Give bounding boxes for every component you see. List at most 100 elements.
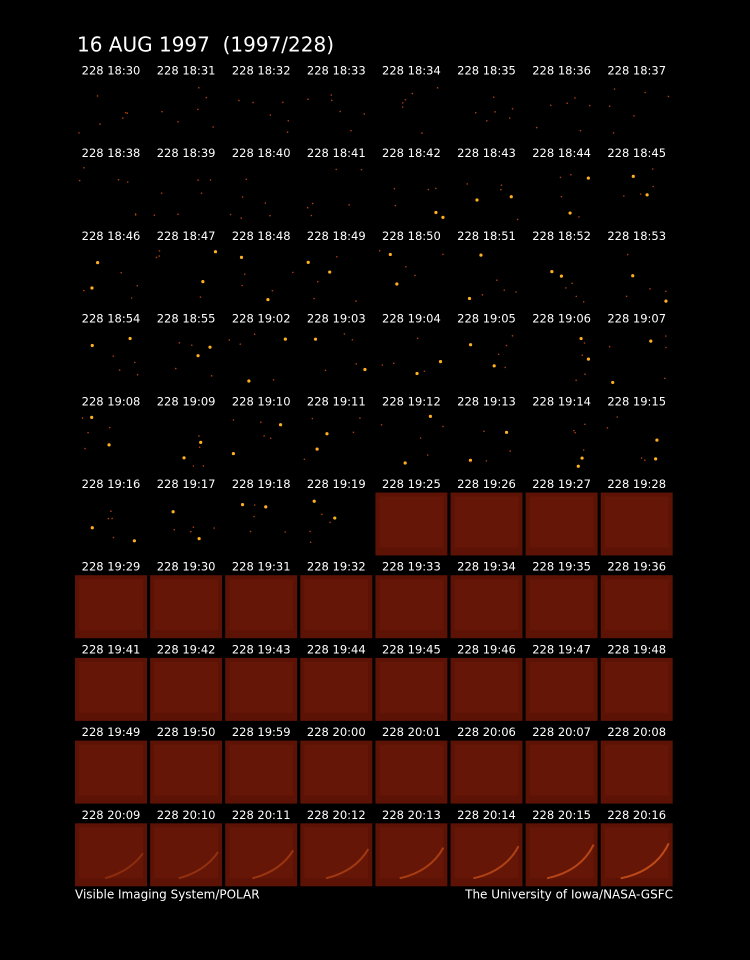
star <box>608 105 611 107</box>
title: 16 AUG 1997 (1997/228) <box>77 33 334 57</box>
frame-label: 228 20:07 <box>532 725 591 739</box>
star <box>421 132 423 134</box>
frame-label: 228 19:03 <box>307 312 366 326</box>
frame-label: 228 18:46 <box>82 229 141 243</box>
star <box>565 287 567 289</box>
star <box>198 435 200 437</box>
star <box>560 195 563 198</box>
star <box>266 297 270 302</box>
star <box>330 99 333 102</box>
frame-glow <box>604 827 669 879</box>
frame-label: 228 18:36 <box>532 64 591 78</box>
frame-label: 228 19:43 <box>232 642 291 656</box>
star <box>229 213 232 216</box>
frame-glow <box>79 579 143 631</box>
frame-label: 228 19:32 <box>307 560 366 574</box>
star <box>199 296 202 298</box>
star <box>580 456 584 460</box>
star <box>134 361 136 364</box>
star <box>665 346 667 349</box>
frame-glow <box>529 827 594 879</box>
star <box>83 166 85 169</box>
frame-label: 228 20:15 <box>532 808 591 822</box>
frame-label: 228 19:19 <box>307 477 366 491</box>
star <box>395 282 399 286</box>
frame-label: 228 18:42 <box>382 146 441 160</box>
frame-label: 228 20:12 <box>307 808 366 822</box>
star <box>155 256 158 259</box>
frame-label: 228 18:30 <box>82 64 141 78</box>
star <box>606 427 609 429</box>
star <box>427 188 430 191</box>
star <box>613 88 616 90</box>
star <box>118 369 121 371</box>
star <box>292 271 294 274</box>
star <box>608 345 611 348</box>
star <box>411 92 414 95</box>
star <box>96 261 100 265</box>
star <box>378 249 381 252</box>
star <box>584 373 586 376</box>
star <box>350 129 352 132</box>
frame-label: 228 18:51 <box>457 229 516 243</box>
frame-label: 228 19:17 <box>157 477 216 491</box>
star <box>240 503 245 507</box>
star <box>575 379 577 382</box>
star <box>423 370 426 373</box>
frame-label: 228 19:42 <box>157 642 216 656</box>
star <box>96 95 99 97</box>
star <box>190 344 193 346</box>
star <box>576 464 580 468</box>
star <box>586 357 591 361</box>
star <box>264 505 268 509</box>
star <box>475 198 479 202</box>
star <box>241 196 244 198</box>
star <box>582 449 585 451</box>
star <box>158 250 161 252</box>
frame-label: 228 18:37 <box>607 64 666 78</box>
star <box>84 447 86 450</box>
star <box>124 111 127 114</box>
star <box>324 369 327 372</box>
star <box>111 517 113 520</box>
frame-label: 228 19:28 <box>607 477 666 491</box>
star <box>381 364 384 366</box>
star <box>287 120 290 122</box>
star <box>313 297 315 300</box>
star <box>652 185 654 188</box>
frame-label: 228 20:10 <box>157 808 216 822</box>
star <box>469 460 472 463</box>
star <box>196 354 200 358</box>
frame-label: 228 19:45 <box>382 642 441 656</box>
star <box>405 265 407 268</box>
frame-label: 228 18:48 <box>232 229 291 243</box>
frame-label: 228 19:49 <box>82 725 141 739</box>
frame-glow <box>79 744 143 796</box>
frame-label: 228 19:07 <box>607 312 666 326</box>
frame-label: 228 18:39 <box>157 146 216 160</box>
star <box>352 431 355 434</box>
star <box>665 290 667 293</box>
frame-label: 228 19:14 <box>532 394 591 408</box>
frame-glow <box>379 827 444 879</box>
frame-glow <box>454 496 519 548</box>
star <box>110 510 112 513</box>
star <box>209 179 212 181</box>
star <box>570 173 572 176</box>
star <box>504 366 506 369</box>
frame-glow <box>379 744 444 796</box>
star <box>559 176 562 179</box>
star <box>579 129 582 132</box>
star <box>306 206 309 209</box>
star <box>503 289 506 291</box>
star <box>631 274 635 278</box>
frame-label: 228 20:09 <box>82 808 141 822</box>
frame-label: 228 18:35 <box>457 64 516 78</box>
frame-label: 228 18:52 <box>532 229 591 243</box>
star <box>500 184 503 186</box>
star <box>640 457 643 459</box>
star <box>309 541 312 543</box>
star <box>516 218 519 221</box>
frame-label: 228 19:41 <box>82 642 141 656</box>
star <box>549 104 552 107</box>
